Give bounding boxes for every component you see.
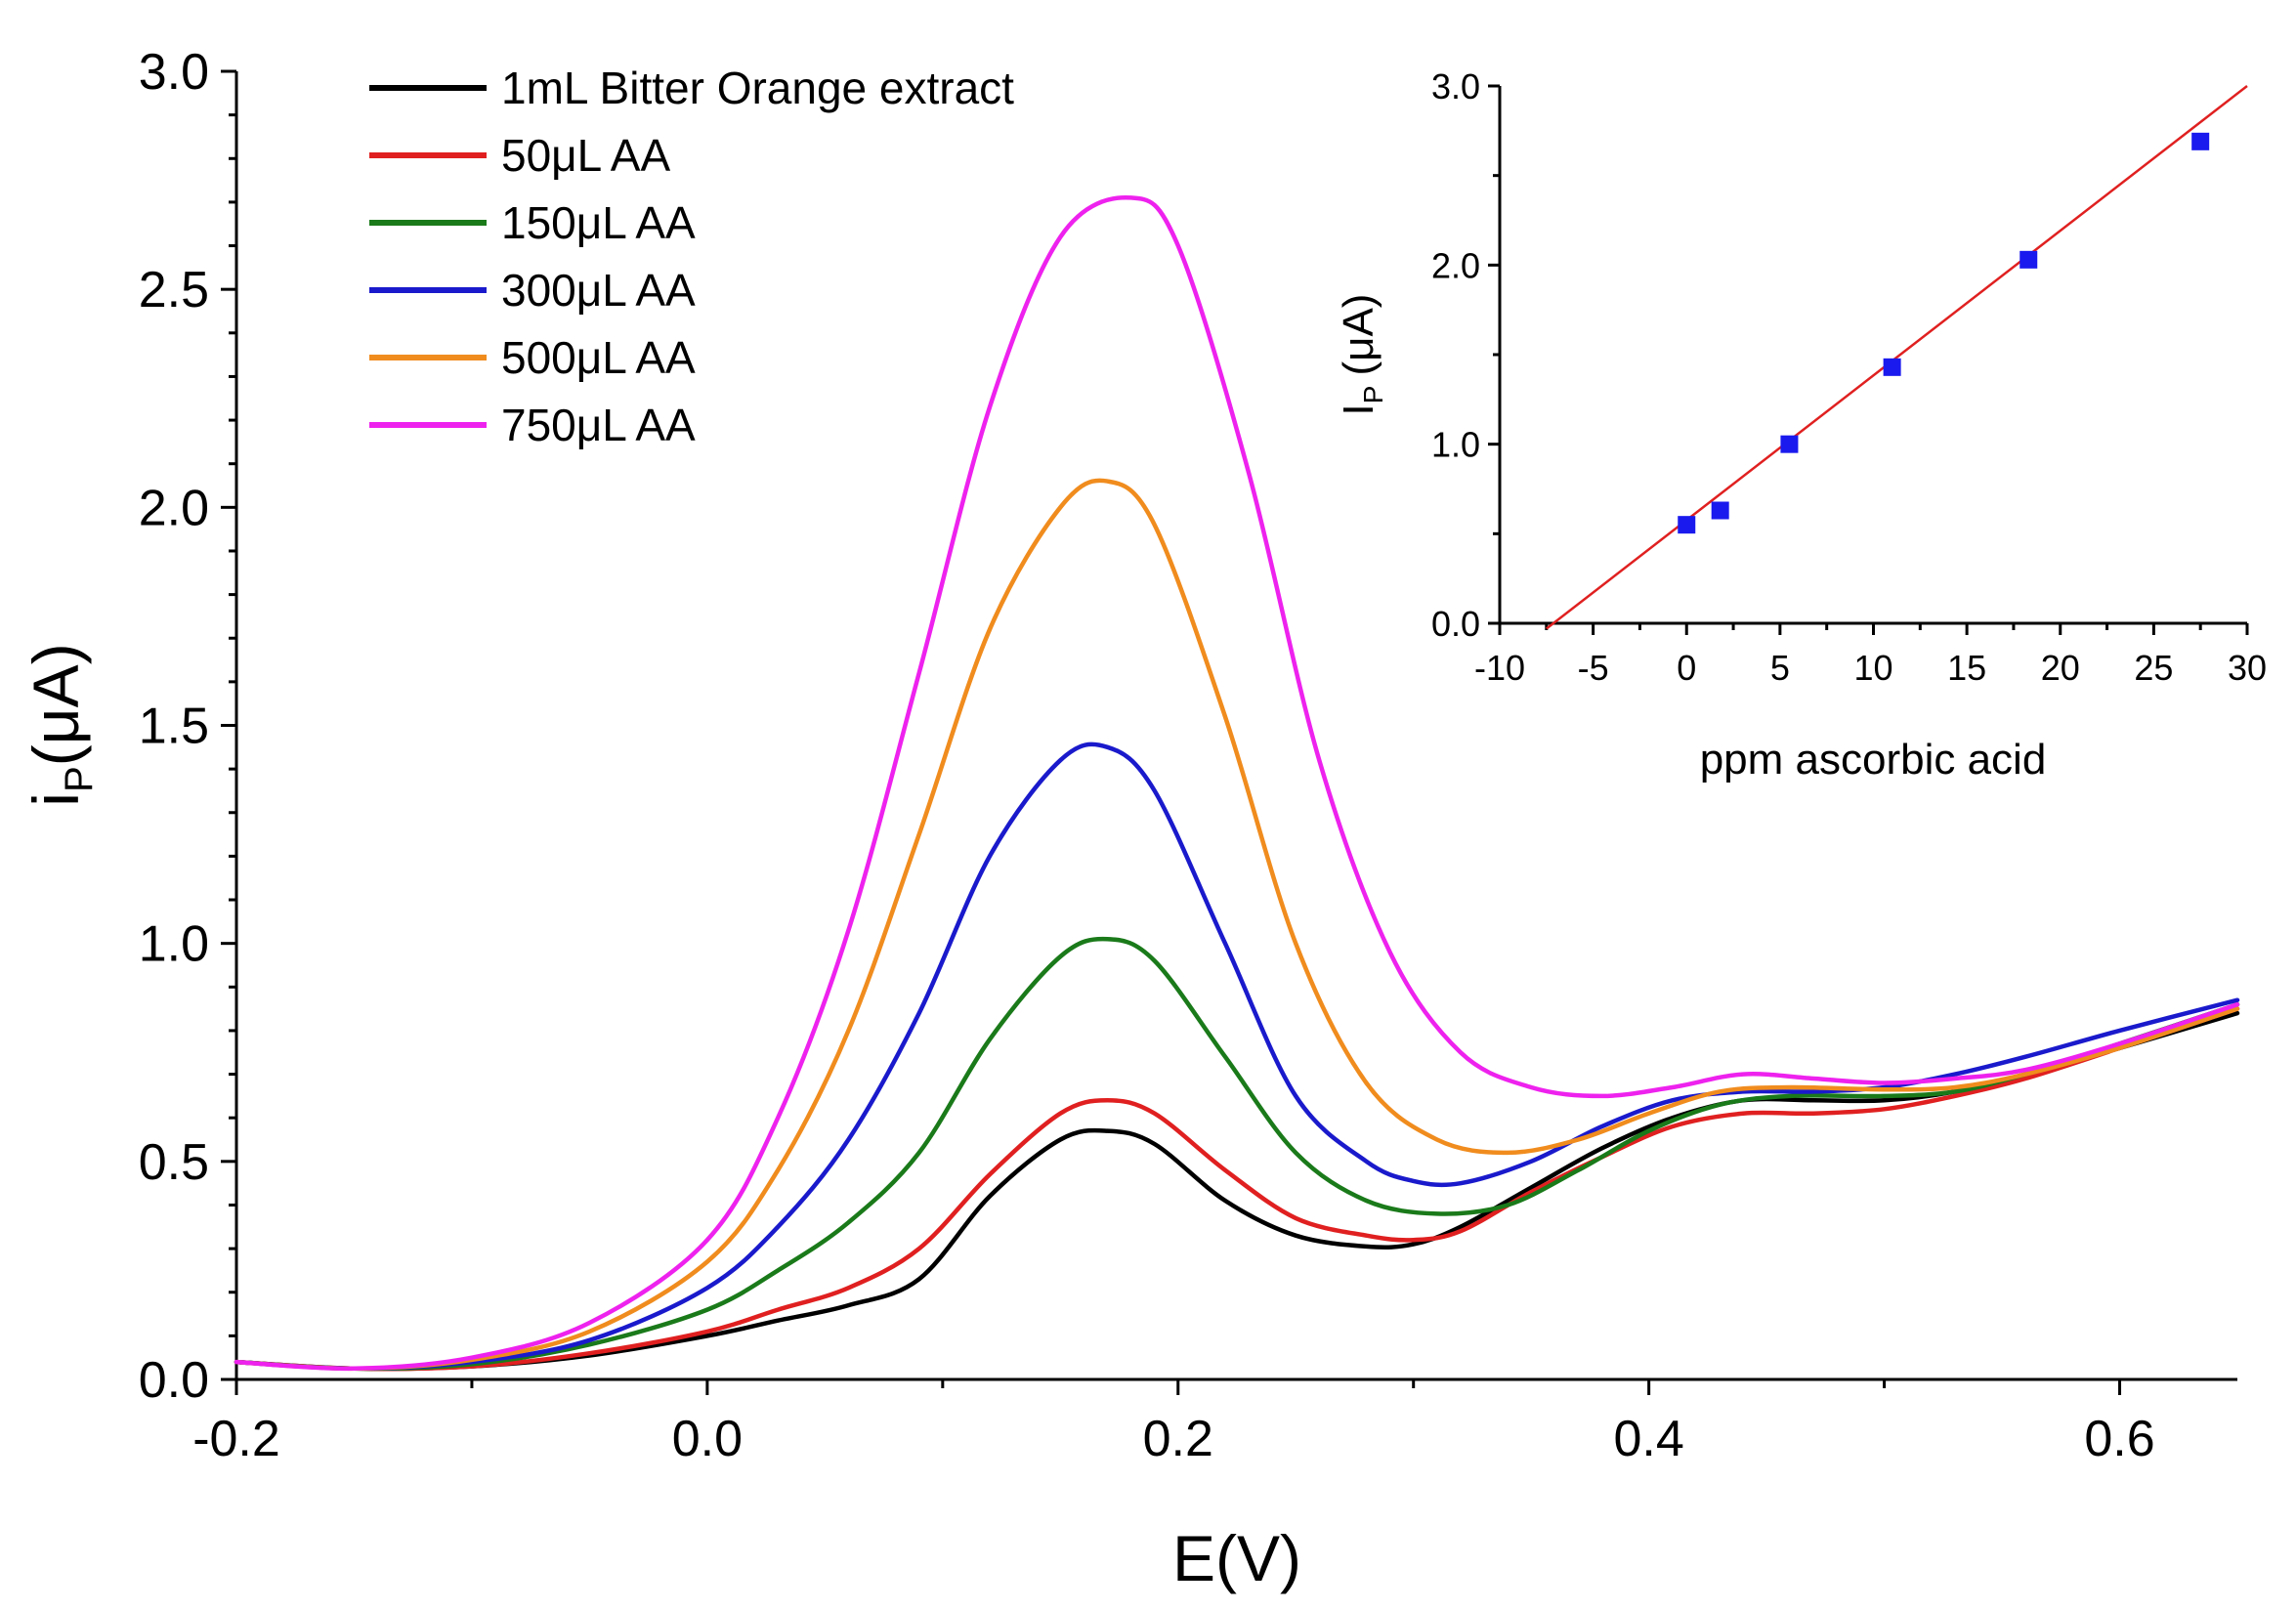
main-y-tick-label: 0.0	[139, 1352, 209, 1409]
main-x-axis-title: E(V)	[1172, 1522, 1301, 1594]
inset-plot: -10 -5 0 5 10 15 20 25 30 0.0 1.0 2.0 3.0 ppm ascor…	[1335, 66, 2267, 784]
series-line-6	[234, 194, 2240, 1372]
inset-fit-line-group	[1546, 85, 2248, 630]
inset-x-tick-label: -5	[1578, 648, 1609, 688]
inset-y-axis-title-main: I	[1335, 403, 1382, 415]
main-x-tick-label: -0.2	[192, 1411, 280, 1467]
main-y-axis-title-unit: (μA)	[20, 643, 92, 766]
main-y-axis-title-main: i	[20, 792, 92, 807]
inset-x-tick-label: 0	[1677, 648, 1696, 688]
main-x-tick-label: 0.2	[1143, 1411, 1213, 1467]
inset-y-axis-title-sub: P	[1358, 386, 1388, 404]
inset-points	[1678, 132, 2210, 534]
main-x-ticks: -0.2 0.0 0.2 0.4 0.6	[192, 1379, 2155, 1467]
inset-y-tick-label: 2.0	[1431, 245, 1480, 285]
series-line-2	[234, 1006, 2240, 1372]
inset-fit-line	[1546, 85, 2248, 630]
legend-label-5: 500μL AA	[501, 332, 696, 383]
main-y-ticks: 0.0 0.5 1.0 1.5 2.0 2.5 3.0	[139, 44, 236, 1409]
main-y-tick-label: 2.5	[139, 262, 209, 318]
inset-x-tick-label: 25	[2134, 648, 2173, 688]
svg-text:iP(μA): iP(μA)	[20, 643, 101, 806]
legend-label-3: 150μL AA	[501, 197, 696, 248]
inset-y-axis-title-unit: (μA)	[1335, 294, 1382, 376]
main-y-tick-label: 2.0	[139, 480, 209, 536]
main-curves	[234, 194, 2240, 1372]
inset-x-tick-label: 30	[2228, 648, 2267, 688]
series-line-1	[234, 1010, 2240, 1372]
main-y-tick-label: 1.0	[139, 916, 209, 973]
legend-label-6: 750μL AA	[501, 400, 696, 450]
main-y-axis-title-sub: P	[58, 766, 101, 792]
main-y-tick-label: 0.5	[139, 1134, 209, 1191]
legend: 1mL Bitter Orange extract 50μL AA 150μL AA…	[369, 63, 1014, 450]
inset-x-tick-label: -10	[1474, 648, 1525, 688]
inset-x-tick-label: 10	[1853, 648, 1892, 688]
inset-data-point	[2191, 132, 2210, 150]
inset-x-tick-label: 5	[1770, 648, 1790, 688]
legend-label-4: 300μL AA	[501, 265, 696, 316]
series-line-3	[234, 936, 2240, 1372]
main-x-tick-label: 0.4	[1613, 1411, 1683, 1467]
inset-data-point	[1678, 516, 1696, 534]
main-y-tick-label: 3.0	[139, 44, 209, 101]
inset-y-tick-label: 3.0	[1431, 66, 1480, 106]
main-y-tick-label: 1.5	[139, 699, 209, 755]
main-x-tick-label: 0.0	[672, 1411, 743, 1467]
inset-y-ticks: 0.0 1.0 2.0 3.0	[1431, 66, 1500, 644]
main-x-tick-label: 0.6	[2084, 1411, 2154, 1467]
inset-y-tick-label: 0.0	[1431, 604, 1480, 644]
inset-data-point	[1780, 435, 1799, 453]
svg-text:IP(μA): IP (μA)	[1335, 294, 1388, 416]
series-line-5	[234, 478, 2240, 1372]
inset-y-tick-label: 1.0	[1431, 425, 1480, 465]
inset-data-point	[2020, 250, 2038, 269]
inset-y-axis-title: IP (μA)	[1335, 294, 1388, 416]
legend-label-1: 1mL Bitter Orange extract	[501, 63, 1014, 113]
inset-data-point	[1883, 358, 1901, 376]
series-line-4	[234, 741, 2240, 1372]
inset-x-axis-title: ppm ascorbic acid	[1700, 736, 2047, 784]
legend-label-2: 50μL AA	[501, 130, 670, 181]
inset-x-tick-label: 20	[2041, 648, 2080, 688]
inset-x-ticks: -10 -5 0 5 10 15 20 25 30	[1474, 623, 2267, 688]
inset-x-tick-label: 15	[1947, 648, 1986, 688]
main-y-axis-title: iP(μA)	[20, 643, 101, 806]
inset-data-point	[1711, 501, 1729, 520]
